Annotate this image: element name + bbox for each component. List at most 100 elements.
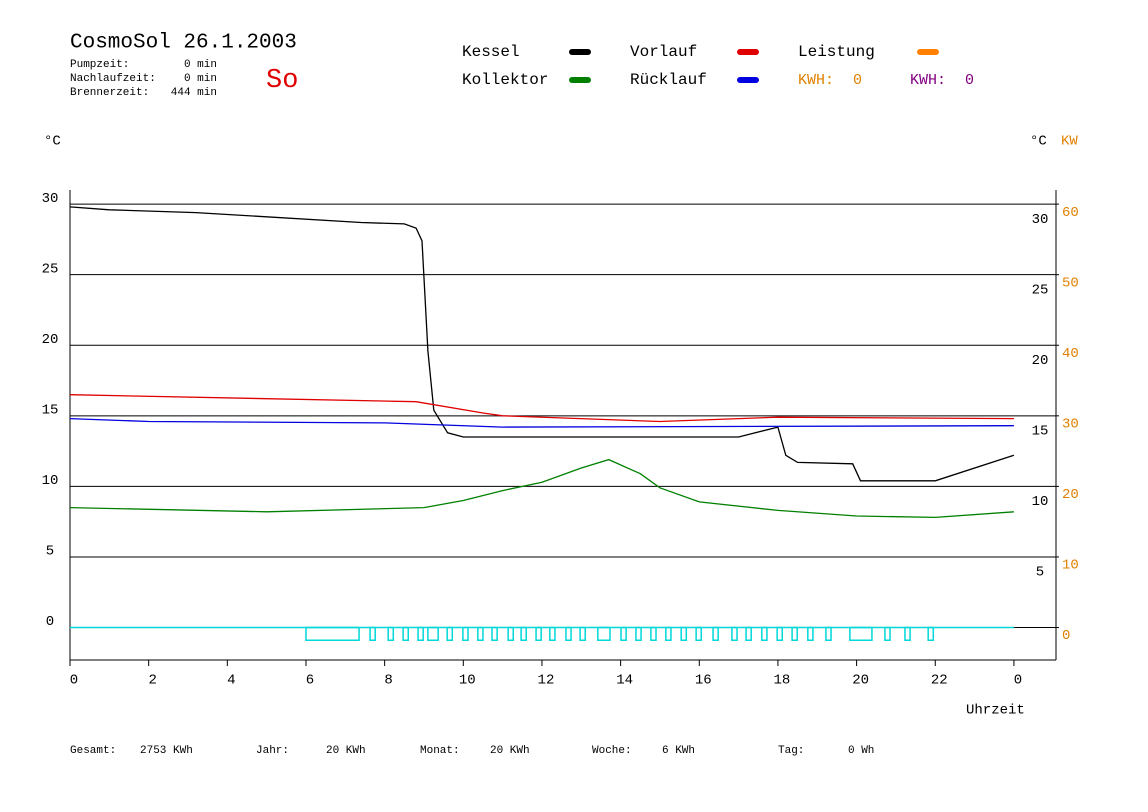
- pump-pulse: [535, 626, 542, 641]
- pump-pulse: [520, 626, 527, 641]
- pump-pulse: [507, 626, 514, 641]
- x-tick-label: 8: [384, 673, 392, 689]
- y-tick-label: 30: [42, 191, 59, 207]
- y-tick-label: 5: [46, 544, 54, 560]
- y2-tick-label: 60: [1062, 205, 1079, 221]
- pump-pulse: [446, 626, 454, 641]
- info-value: 0 min: [184, 59, 217, 71]
- pump-pulse: [927, 626, 935, 641]
- series-line: [69, 206, 1015, 482]
- pump-pulse: [635, 626, 642, 641]
- pump-pulse: [579, 626, 586, 641]
- x-tick-label: 16: [695, 673, 712, 689]
- info-label: Brennerzeit:: [70, 87, 149, 99]
- y2-tick-label: 0: [1062, 628, 1070, 644]
- y-tick-label-right: 10: [1032, 494, 1049, 510]
- x-tick-label: 18: [774, 673, 791, 689]
- y2-tick-label: 30: [1062, 417, 1079, 433]
- pump-pulse: [597, 626, 611, 641]
- pump-pulse: [776, 626, 784, 641]
- y-tick-label-right: 30: [1032, 212, 1049, 228]
- total-value: 20 KWh: [490, 745, 530, 757]
- pump-pulse: [731, 626, 738, 641]
- pump-pulse: [477, 626, 484, 641]
- y-tick-label: 10: [42, 473, 59, 489]
- total-label: Jahr:: [256, 745, 289, 757]
- x-tick-label: 0: [1014, 673, 1022, 689]
- x-tick-label: 6: [306, 673, 314, 689]
- series-line: [69, 394, 1014, 423]
- kwh-value: 0: [853, 72, 862, 89]
- y2-tick-label: 20: [1062, 487, 1079, 503]
- pump-pulse: [305, 626, 360, 641]
- pump-pulse: [904, 626, 911, 641]
- total-label: Tag:: [778, 745, 804, 757]
- total-label: Monat:: [420, 745, 460, 757]
- series-line: [69, 458, 1014, 519]
- y-tick-label: 25: [42, 261, 59, 277]
- total-value: 20 KWh: [326, 745, 366, 757]
- pump-pulse: [427, 626, 439, 641]
- y-tick-label: 0: [46, 614, 54, 630]
- y-tick-label-right: 5: [1036, 565, 1044, 581]
- y-tick-label: 15: [42, 403, 59, 419]
- x-tick-label: 10: [459, 673, 476, 689]
- series-line: [69, 417, 1014, 428]
- pump-pulse: [387, 626, 395, 641]
- pump-pulse: [620, 626, 627, 641]
- total-value: 2753 KWh: [140, 745, 193, 757]
- x-axis-label: Uhrzeit: [966, 703, 1025, 719]
- pump-pulse: [650, 626, 657, 641]
- day: So: [266, 66, 298, 96]
- pump-pulse: [745, 626, 752, 641]
- pump-pulse: [565, 626, 572, 641]
- kwh-value: 0: [965, 72, 974, 89]
- pump-pulse: [695, 626, 702, 641]
- pump-pulse: [462, 626, 469, 641]
- pump-pulse: [807, 626, 814, 641]
- legend-label: Kollektor: [462, 71, 548, 89]
- kwh-label: KWH:: [910, 72, 946, 89]
- pump-pulse: [825, 626, 832, 641]
- y2-tick-label: 50: [1062, 275, 1079, 291]
- y-tick-label: 20: [42, 332, 59, 348]
- info-value: 444 min: [171, 87, 217, 99]
- x-tick-label: 2: [148, 673, 156, 689]
- pump-pulse: [712, 626, 719, 641]
- pump-pulse: [884, 626, 891, 641]
- x-tick-label: 14: [616, 673, 633, 689]
- y2-axis-label: KW: [1061, 134, 1078, 150]
- x-tick-label: 20: [852, 673, 869, 689]
- pump-pulse: [417, 626, 424, 641]
- y-axis-label: °C: [44, 134, 61, 150]
- y-tick-label-right: 15: [1032, 424, 1049, 440]
- x-tick-label: 22: [931, 673, 948, 689]
- x-tick-label: 0: [70, 673, 78, 689]
- pump-pulse: [761, 626, 768, 641]
- total-label: Gesamt:: [70, 745, 116, 757]
- pump-pulse: [849, 626, 873, 641]
- pump-pulse: [402, 626, 409, 641]
- y-tick-label-right: 25: [1032, 282, 1049, 298]
- kwh-label: KWH:: [798, 72, 834, 89]
- y2-tick-label: 40: [1062, 346, 1079, 362]
- pump-pulse: [549, 626, 556, 641]
- pump-pulse: [491, 626, 498, 641]
- pump-pulse: [369, 626, 376, 641]
- pump-pulse: [791, 626, 798, 641]
- legend-label: Leistung: [798, 43, 875, 61]
- total-value: 0 Wh: [848, 745, 874, 757]
- y2-axis-label-unit: °C: [1030, 134, 1047, 150]
- total-value: 6 KWh: [662, 745, 695, 757]
- x-tick-label: 4: [227, 673, 235, 689]
- info-value: 0 min: [184, 73, 217, 85]
- legend-label: Kessel: [462, 43, 520, 61]
- legend-label: Vorlauf: [630, 43, 697, 61]
- chart-title: CosmoSol 26.1.2003: [70, 32, 297, 55]
- info-label: Pumpzeit:: [70, 59, 129, 71]
- x-tick-label: 12: [538, 673, 555, 689]
- info-label: Nachlaufzeit:: [70, 73, 156, 85]
- y2-tick-label: 10: [1062, 558, 1079, 574]
- total-label: Woche:: [592, 745, 632, 757]
